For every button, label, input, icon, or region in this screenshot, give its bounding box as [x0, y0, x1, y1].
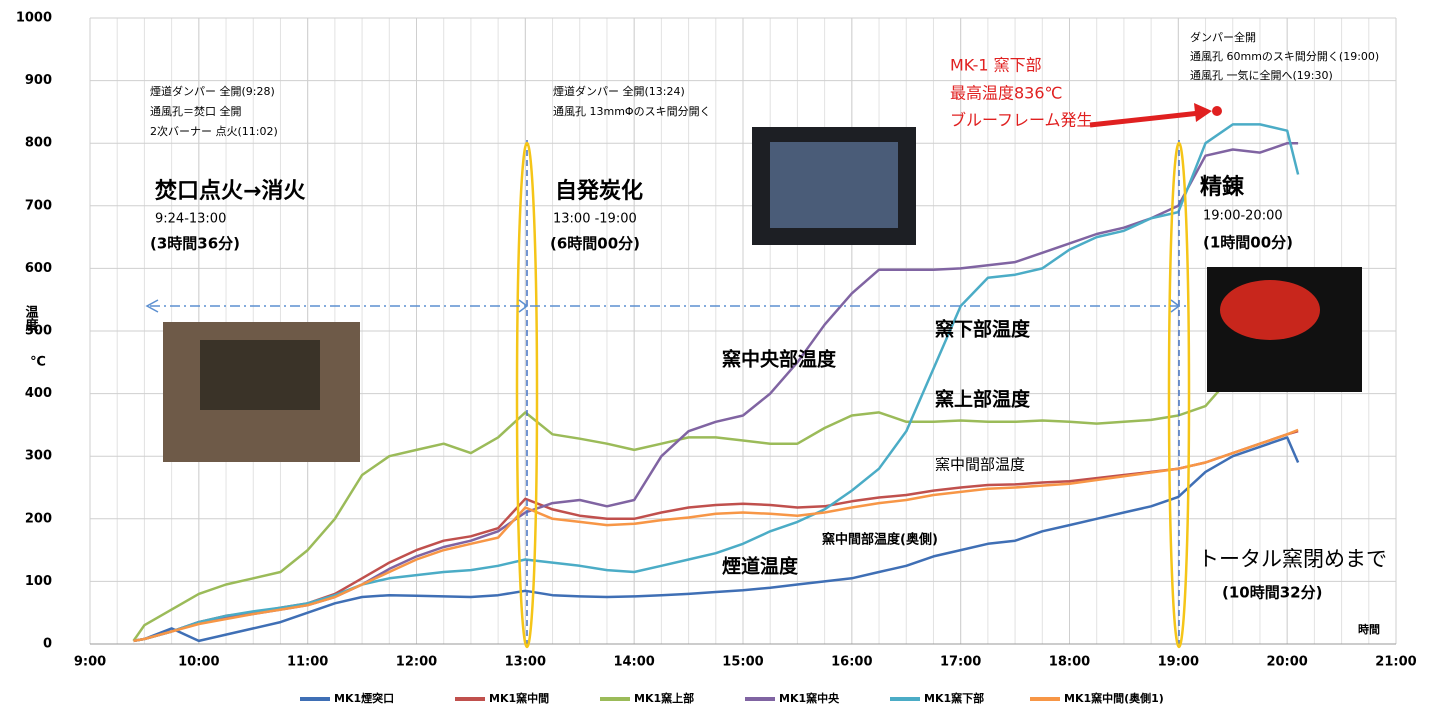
series-line [133, 123, 1300, 643]
annotation: 自発炭化 [555, 178, 643, 204]
annotation: 煙道ダンパー 全開(9:28) [150, 84, 275, 98]
y-tick-label: 1000 [16, 11, 52, 26]
annotation: ブルーフレーム発生 [950, 111, 1093, 130]
pointer-arrow [1089, 110, 1201, 128]
highlight-ellipse [1167, 141, 1191, 649]
series-line [133, 428, 1299, 643]
annotation: (3時間36分) [150, 235, 240, 253]
photo-detail [770, 142, 898, 228]
legend-label: MK1煙突口 [334, 691, 394, 705]
annotation: (6時間00分) [550, 235, 640, 253]
legend-label: MK1窯中央 [779, 691, 840, 705]
annotation: 9:24-13:00 [155, 212, 226, 227]
legend-label: MK1窯下部 [924, 691, 984, 705]
y-axis-label: 温度 [23, 305, 39, 332]
y-tick-label: 600 [25, 261, 52, 276]
lines [132, 123, 1300, 643]
x-tick-label: 20:00 [1266, 655, 1307, 670]
y-tick-label: 0 [43, 637, 52, 652]
y-tick-label: 900 [25, 73, 52, 88]
annotation: 窯上部温度 [935, 388, 1031, 411]
x-tick-label: 19:00 [1158, 655, 1199, 670]
max-marker [1212, 106, 1222, 116]
photo-detail [200, 340, 320, 410]
x-tick-label: 14:00 [613, 655, 654, 670]
x-tick-label: 9:00 [74, 655, 106, 670]
y-tick-label: 500 [25, 324, 52, 339]
annotation: トータル窯閉めまで [1198, 547, 1387, 571]
annotation: 窯中間部温度 [935, 456, 1025, 474]
annotation: 最高温度836℃ [950, 84, 1063, 103]
annotation: 焚口点火→消火 [155, 178, 305, 204]
arrow-head [518, 299, 529, 313]
annotation: 煙道温度 [722, 555, 799, 578]
annotation: MK-1 窯下部 [950, 56, 1042, 75]
annotation: ダンパー全開 [1190, 30, 1256, 44]
x-tick-label: 17:00 [940, 655, 981, 670]
x-tick-label: 16:00 [831, 655, 872, 670]
annotation: 13:00 -19:00 [553, 212, 637, 227]
x-axis-label: 時間 [1358, 622, 1380, 636]
pointer-arrow-head [1194, 103, 1212, 122]
x-tick-label: 13:00 [505, 655, 546, 670]
legend-label: MK1窯中間(奥側1) [1064, 691, 1164, 705]
grid: 0 100 200 300 400 500 600 700 800 900 1000 9:00 10:0… [16, 11, 1417, 670]
legend-label: MK1窯中間 [489, 691, 549, 705]
annotation: 煙道ダンパー 全開(13:24) [553, 84, 685, 98]
series-line [132, 342, 1299, 642]
annotation: 2次バーナー 点火(11:02) [150, 124, 278, 138]
x-tick-label: 21:00 [1375, 655, 1416, 670]
arrow-head [1170, 299, 1181, 313]
annotation: 窯中央部温度 [722, 348, 837, 371]
y-tick-label: 400 [25, 386, 52, 401]
annotation: 通風孔＝焚口 全開 [150, 104, 242, 118]
arrow-head [145, 299, 159, 313]
x-tick-label: 11:00 [287, 655, 328, 670]
legend: MK1煙突口 MK1窯中間 MK1窯上部 MK1窯中央 MK1窯下部 MK1窯中間(奥側1… [300, 691, 1164, 705]
x-tick-label: 10:00 [178, 655, 219, 670]
y-tick-label: 100 [25, 574, 52, 589]
y-tick-label: 300 [25, 449, 52, 464]
y-axis-unit: ℃ [30, 355, 46, 370]
legend-label: MK1窯上部 [634, 691, 694, 705]
annotation: 19:00-20:00 [1203, 209, 1283, 224]
annotation: 窯中間部温度(奥側) [822, 532, 938, 548]
series-line [133, 436, 1300, 643]
annotation: 精錬 [1200, 174, 1245, 200]
x-tick-label: 18:00 [1049, 655, 1090, 670]
annotation: (10時間32分) [1222, 584, 1322, 602]
x-tick-label: 15:00 [722, 655, 763, 670]
photo-detail [1220, 280, 1320, 340]
y-tick-label: 800 [25, 136, 52, 151]
annotation: (1時間00分) [1203, 234, 1293, 252]
y-tick-label: 700 [25, 198, 52, 213]
y-tick-label: 200 [25, 511, 52, 526]
annotation: 通風孔 13mmΦのスキ間分開く [553, 105, 711, 118]
annotation: 通風孔 60mmのスキ間分開く(19:00) [1190, 50, 1379, 63]
x-tick-label: 12:00 [396, 655, 437, 670]
annotation: 窯下部温度 [935, 318, 1031, 341]
annotation: 通風孔 一気に全開へ(19:30) [1190, 68, 1333, 82]
highlight-ellipse [515, 141, 539, 649]
